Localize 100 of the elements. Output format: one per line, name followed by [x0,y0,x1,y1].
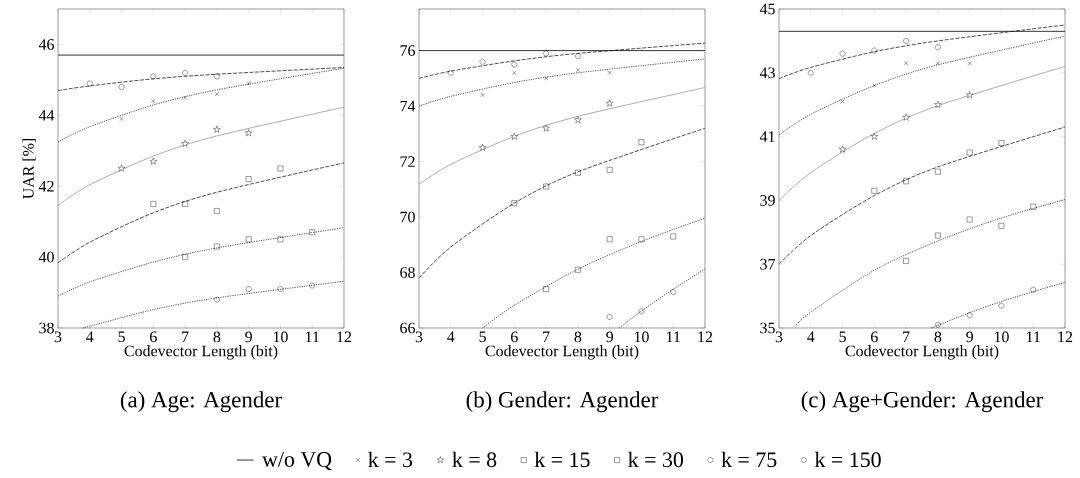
point [1030,203,1037,210]
point [935,44,941,51]
point [245,129,253,137]
point [544,76,549,81]
point [807,70,814,76]
point [935,168,941,175]
x-tick-label: 6 [871,331,878,343]
point [543,50,549,57]
point [903,258,909,264]
x-tick-label: 11 [666,331,680,343]
point [214,243,220,250]
point [480,92,485,98]
text: (c) Age+Gender: Agender [801,391,1044,413]
x-tick-label: 4 [86,331,94,343]
line-series [418,87,706,185]
x-tick-label: 9 [606,331,613,343]
x-tick-label: 9 [245,331,252,343]
x-tick-label: 7 [903,331,910,342]
point [150,73,157,80]
x-tick-label: 12 [1058,331,1073,343]
point [935,61,940,66]
point [309,282,316,289]
point [872,83,877,88]
point [117,164,126,172]
point [998,302,1005,309]
point [575,266,581,273]
point [935,232,941,239]
point [966,149,973,156]
x-tick-label: 8 [574,331,582,343]
x-tick-label: 3 [415,331,423,343]
point [149,157,157,165]
point [903,38,909,44]
y-tick-label: 40 [38,251,54,263]
point [181,139,189,147]
point [214,73,220,80]
point [478,143,487,151]
line-series [57,106,345,206]
x-tick-label: 10 [273,331,288,343]
point [277,236,284,243]
y-tick-label: 46 [38,39,55,50]
x-tick-label: 12 [337,331,352,343]
x-tick-label: 3 [775,331,783,343]
y-tick-label: 44 [38,110,55,121]
point [150,201,157,207]
x-tick-label: 7 [543,331,550,342]
x-tick-label: 12 [698,331,713,343]
point [542,124,550,132]
point [86,80,93,87]
y-tick-label: 39 [760,195,775,206]
point [638,139,645,145]
x-tick-label: 4 [447,331,455,343]
point [182,254,188,260]
x-tick-label: 8 [213,331,221,343]
point [575,169,581,176]
x-tick-label: 10 [634,331,649,343]
point [182,201,188,207]
y-axis-title: UAR [%] [22,138,36,199]
point [638,236,645,243]
legend-label: k = 15 [534,451,590,468]
point [277,286,284,292]
x-tick-label: 10 [994,331,1009,343]
x-tick-label: 11 [305,331,319,343]
point [903,178,909,185]
legend-label: k = 3 [368,451,413,468]
point [511,200,518,206]
point [118,84,125,90]
x-tick-label: 5 [118,331,125,343]
point [935,322,941,328]
text: (a) Age: Agender [120,391,282,413]
point [447,70,454,76]
y-tick-label: 70 [400,211,415,223]
legend-label: k = 8 [452,451,497,468]
x-tick-label: 5 [479,331,486,343]
y-tick-label: 42 [38,180,54,192]
point [119,116,124,121]
y-tick-label: 37 [760,258,776,270]
point [871,188,878,194]
point [607,70,612,75]
point [183,95,188,100]
x-tick-label: 7 [182,331,189,342]
point [214,296,220,303]
point [511,61,518,68]
x-axis-title: Codevector Length (bit) [124,345,278,360]
point [543,286,549,292]
legend-label: k = 30 [628,451,684,468]
point [670,233,677,240]
y-tick-label: 76 [400,45,416,56]
point [871,47,878,54]
point [1030,286,1037,293]
point [966,312,973,319]
point [543,183,549,190]
point [277,165,284,172]
point [245,286,252,292]
x-tick-label: 6 [511,331,518,343]
point [966,91,974,99]
point [638,308,645,315]
x-tick-label: 6 [150,331,157,343]
point [934,100,942,108]
point [245,236,252,243]
point [606,167,613,173]
